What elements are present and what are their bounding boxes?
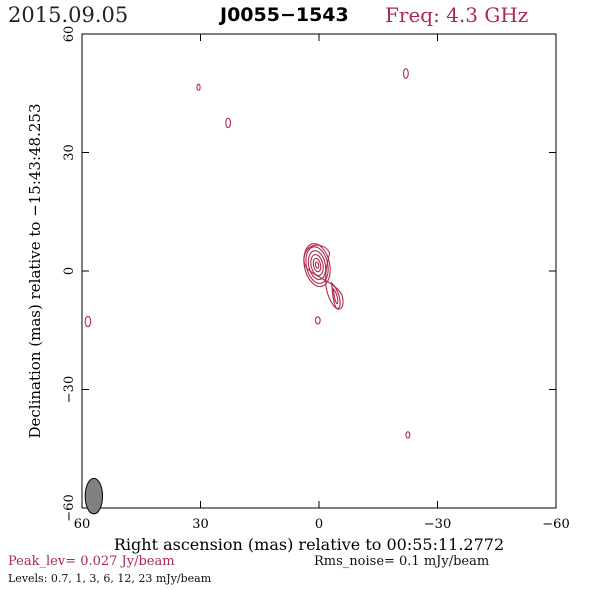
frequency-label: Freq: 4.3 GHz [385,3,529,27]
y-tick-label: −60 [62,494,77,521]
noise-contour [225,117,232,129]
core-contour [314,261,320,269]
noise-contour [402,68,409,79]
peak-level: Peak_lev= 0.027 Jy/beam [8,554,175,569]
restoring-beam [84,477,104,515]
x-tick-label: −30 [424,517,451,532]
noise-contour [314,316,321,325]
y-tick-label: 60 [62,26,77,43]
noise-contour [196,83,201,92]
source-name: J0055−1543 [220,4,349,26]
core-contour [312,257,322,273]
observation-date: 2015.09.05 [8,3,129,27]
x-tick-label: −60 [542,517,569,532]
x-tick-label: 0 [315,517,323,532]
noise-contour [405,431,411,439]
jet-contour [303,244,344,310]
contour-levels: Levels: 0.7, 1, 3, 6, 12, 23 mJy/beam [8,572,212,585]
rms-noise: Rms_noise= 0.1 mJy/beam [314,554,490,569]
y-tick-label: 30 [62,144,77,161]
core-contour [303,243,331,288]
y-axis-label: Declination (mas) relative to −15:43:48.… [26,103,44,438]
jet-contour-inner [332,287,339,305]
jet-contour-inner [330,281,341,310]
axis-ticks [81,33,557,509]
y-tick-label: 0 [62,267,77,275]
x-tick-label: 60 [74,517,91,532]
x-axis-label: Right ascension (mas) relative to 00:55:… [114,535,504,554]
noise-contour [84,315,92,328]
contour-layer [84,68,411,515]
core-contour [310,254,324,277]
y-tick-label: −30 [62,376,77,403]
x-tick-label: 30 [192,517,209,532]
core-contour [307,250,327,281]
